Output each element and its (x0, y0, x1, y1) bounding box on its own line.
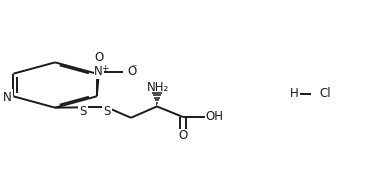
Text: Cl: Cl (320, 87, 331, 100)
Text: OH: OH (206, 110, 224, 123)
Text: N: N (3, 91, 12, 104)
Text: S: S (79, 105, 87, 118)
Text: N: N (94, 65, 103, 78)
Text: O: O (178, 129, 187, 142)
Text: ⁻: ⁻ (132, 64, 137, 73)
Text: O: O (127, 65, 137, 78)
Text: +: + (101, 64, 109, 73)
Text: S: S (103, 105, 110, 118)
Text: NH₂: NH₂ (147, 81, 169, 94)
Text: O: O (94, 51, 103, 64)
Text: H: H (289, 87, 298, 100)
